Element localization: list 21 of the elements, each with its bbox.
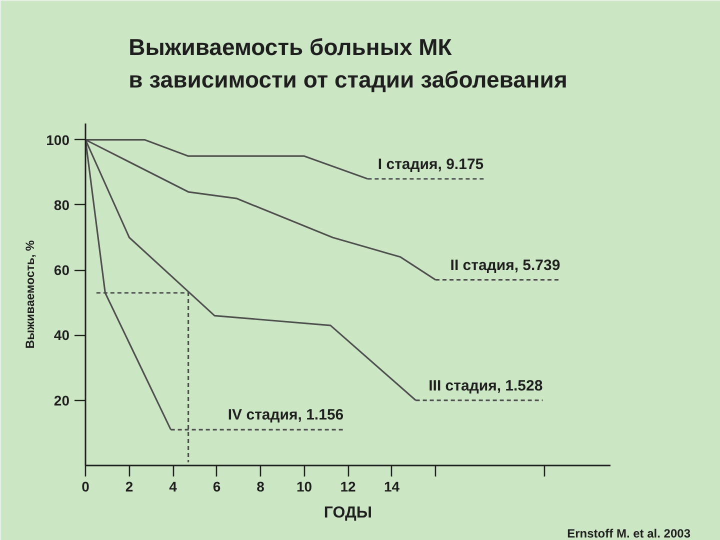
x-tick-label: 12 xyxy=(340,478,356,494)
y-tick-label: 40 xyxy=(54,327,70,344)
x-tick-label: 14 xyxy=(384,478,400,494)
series-label: IV стадия, 1.156 xyxy=(228,406,344,424)
chart-title: Выживаемость больных МК в зависимости от стадии заболевания xyxy=(128,34,568,92)
x-tick-label: 6 xyxy=(212,478,221,494)
y-tick-label: 60 xyxy=(54,262,70,278)
x-tick-label: 8 xyxy=(256,478,265,494)
text: Ernstoff M. et al. 2003 xyxy=(567,526,691,540)
x-tick-label: 4 xyxy=(169,478,178,494)
x-axis-title: ГОДЫ xyxy=(324,504,372,522)
x-tick-label: 2 xyxy=(125,478,134,494)
series-label: II стадия, 5.739 xyxy=(450,256,560,274)
y-axis-title: Выживаемость, % xyxy=(23,240,38,349)
series-label: III стадия, 1.528 xyxy=(428,377,543,394)
series-label: I стадия, 9.175 xyxy=(378,156,484,173)
y-tick-label: 80 xyxy=(54,196,70,213)
x-tick-label: 0 xyxy=(82,478,90,494)
x-tick-label: 10 xyxy=(296,478,312,494)
y-tick-label: 20 xyxy=(54,392,70,408)
y-tick-label: 100 xyxy=(46,132,70,148)
